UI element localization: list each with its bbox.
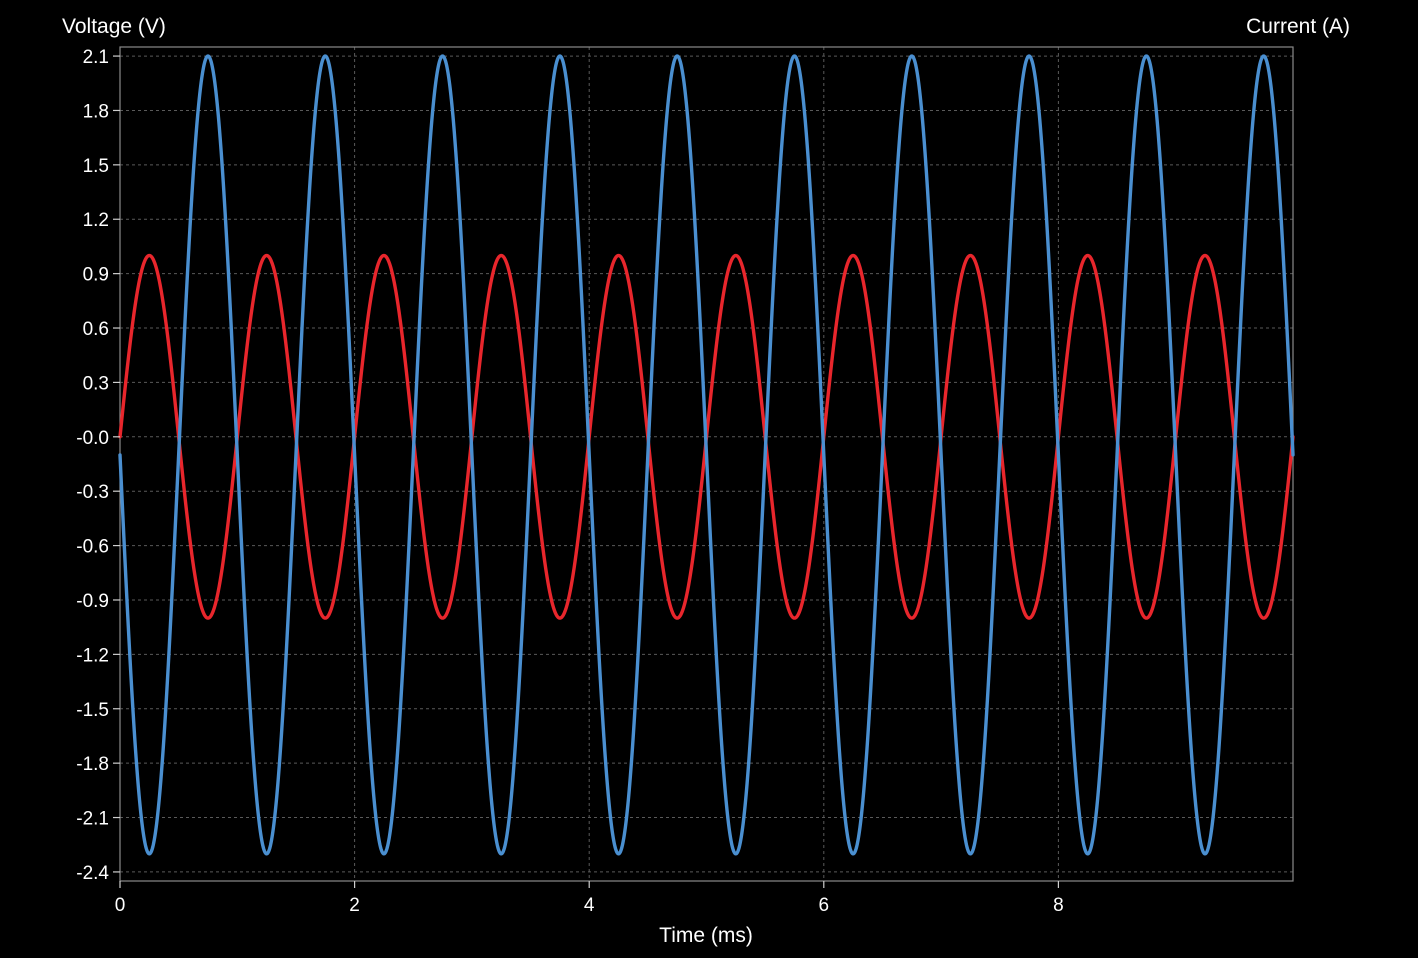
- x-tick-label: 8: [1053, 895, 1064, 916]
- x-tick-label: 0: [115, 895, 126, 916]
- x-axis-ticks: 0 2 4 6 8: [115, 881, 1064, 916]
- y-tick-label: -0.0: [76, 428, 109, 449]
- y-tick-label: -2.4: [76, 863, 109, 884]
- y-tick-label: 0.6: [83, 319, 109, 340]
- y-tick-label: -1.5: [76, 700, 109, 721]
- y-tick-label: -0.9: [76, 591, 109, 612]
- series-line-2: [118, 54, 1295, 856]
- x-tick-label: 6: [819, 895, 830, 916]
- y-tick-label: 2.1: [83, 47, 109, 68]
- y-tick-label: -1.2: [76, 645, 109, 666]
- y-tick-label: -1.8: [76, 754, 109, 775]
- y-axis-right-label: Current (A): [1246, 15, 1350, 38]
- y-tick-label: 1.2: [83, 210, 109, 231]
- x-axis-label: Time (ms): [659, 924, 753, 947]
- x-tick-label: 2: [349, 895, 360, 916]
- x-tick-label: 4: [584, 895, 595, 916]
- y-tick-label: 1.8: [83, 101, 109, 122]
- y-tick-label: 0.3: [83, 373, 109, 394]
- y-tick-label: -0.6: [76, 537, 109, 558]
- y-tick-label: 0.9: [83, 265, 109, 286]
- y-tick-label: 1.5: [83, 156, 109, 177]
- y-axis-ticks: 2.1 1.8 1.5 1.2 0.9 0.6 0.3 -0.0 -0.3 -0.6 -0.9 -1.…: [76, 47, 120, 884]
- y-tick-label: -0.3: [76, 482, 109, 503]
- y-axis-left-label: Voltage (V): [62, 15, 166, 38]
- y-tick-label: -2.1: [76, 809, 109, 830]
- series-layer: [118, 54, 1295, 856]
